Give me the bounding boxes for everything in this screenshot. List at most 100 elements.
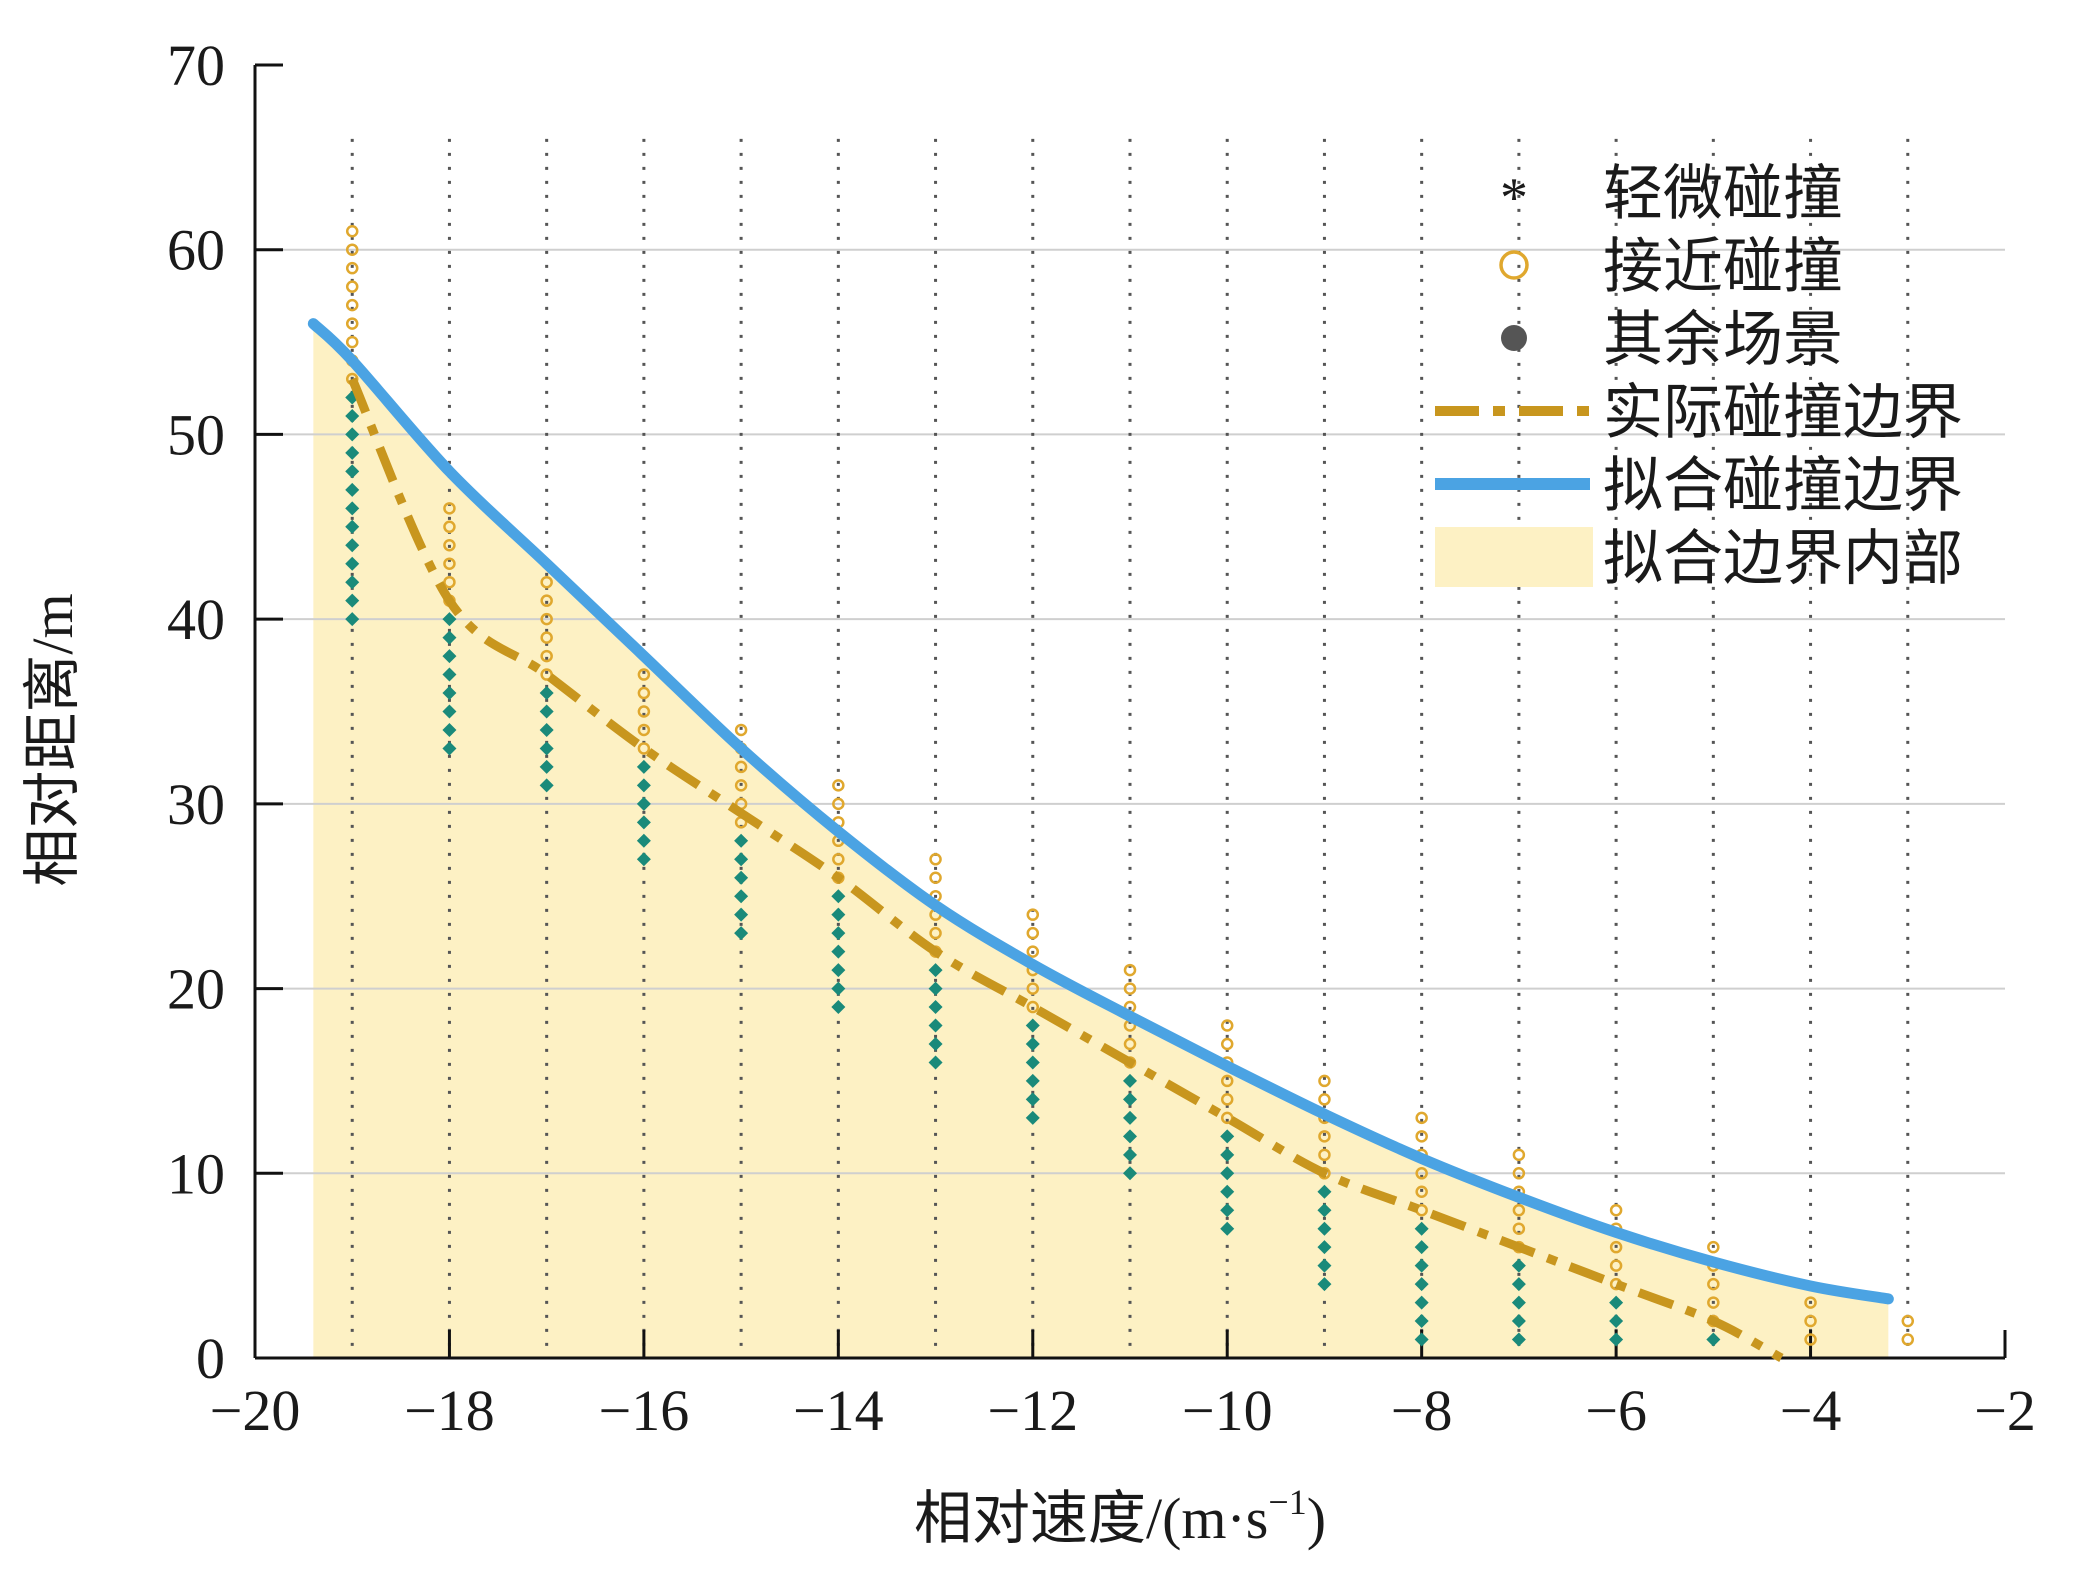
near-collision-marker	[540, 575, 553, 589]
near-collision-marker	[1026, 926, 1040, 940]
legend-label: 轻微碰撞	[1603, 161, 1843, 227]
minor-collision-marker	[928, 1000, 943, 1015]
minor-collision-marker	[345, 538, 360, 553]
minor-collision-marker	[1511, 1314, 1526, 1329]
near-collision-marker	[832, 797, 845, 811]
near-collision-marker	[443, 502, 456, 515]
minor-collision-marker	[1511, 1332, 1526, 1347]
minor-collision-marker	[1317, 1240, 1332, 1255]
x-tick-label: −4	[1780, 1378, 1842, 1443]
near-collision-marker	[345, 261, 359, 275]
near-collision-marker	[734, 723, 748, 737]
near-collision-marker	[734, 760, 748, 774]
x-axis-label-main: 相对速度/(m·s	[914, 1486, 1268, 1551]
minor-collision-marker	[345, 482, 360, 497]
near-collision-marker	[1512, 1222, 1526, 1235]
minor-collision-marker	[1025, 1110, 1040, 1125]
legend-circle-icon	[1499, 250, 1529, 280]
near-collision-marker	[540, 649, 553, 663]
near-collision-marker	[1123, 982, 1137, 995]
minor-collision-marker	[636, 759, 651, 774]
fill-layer	[313, 323, 1889, 1359]
near-collision-marker	[929, 853, 942, 866]
minor-collision-marker	[734, 907, 749, 922]
near-collision-marker	[443, 557, 456, 570]
x-tick-label: −14	[793, 1378, 884, 1443]
actual-boundary-line	[348, 377, 1784, 1362]
near-collision-marker	[1804, 1296, 1817, 1309]
minor-collision-marker	[345, 612, 360, 627]
minor-collision-marker	[1220, 1184, 1235, 1199]
near-collision-marker	[1220, 1019, 1234, 1032]
legend-area-icon	[1435, 527, 1593, 587]
near-collision-marker	[1512, 1167, 1526, 1180]
minor-collision-marker	[1220, 1203, 1235, 1218]
minor-collision-marker	[1511, 1295, 1526, 1310]
minor-collision-marker	[1609, 1314, 1624, 1329]
y-tick-label: 60	[167, 218, 225, 283]
minor-collision-marker	[1123, 1092, 1137, 1107]
x-tick-label: −18	[404, 1378, 495, 1443]
near-collision-marker	[443, 520, 456, 534]
near-collision-marker	[1901, 1333, 1915, 1346]
near-collision-marker	[1609, 1259, 1623, 1272]
near-collision-marker	[1123, 963, 1137, 977]
y-tick-label: 10	[167, 1141, 225, 1206]
minor-collision-marker	[1414, 1332, 1429, 1347]
lines-layer	[307, 318, 1894, 1362]
near-collision-marker	[1318, 1093, 1331, 1106]
minor-collision-marker	[1317, 1221, 1332, 1236]
near-collision-marker	[1318, 1148, 1331, 1162]
x-tick-label: −6	[1585, 1378, 1647, 1443]
minor-collision-marker	[1511, 1258, 1526, 1273]
minor-collision-marker	[1317, 1258, 1332, 1273]
minor-collision-marker	[734, 889, 749, 904]
near-collision-marker	[637, 723, 651, 737]
near-collision-marker	[1804, 1333, 1817, 1346]
near-collision-marker	[443, 539, 456, 552]
minor-collision-marker	[1220, 1129, 1235, 1144]
near-collision-marker	[1609, 1203, 1623, 1217]
minor-collision-marker	[831, 1000, 846, 1015]
minor-collision-marker	[636, 852, 651, 867]
minor-collision-marker	[539, 722, 554, 737]
near-collision-marker	[345, 317, 359, 330]
minor-collision-marker	[734, 870, 749, 885]
minor-collision-marker	[636, 815, 651, 830]
minor-collision-marker	[734, 926, 749, 941]
minor-collision-marker	[1123, 1110, 1137, 1125]
legend-asterisk-icon: *	[1500, 167, 1528, 229]
minor-collision-marker	[1706, 1332, 1721, 1347]
near-collision-marker	[1707, 1240, 1720, 1254]
x-tick-label: −8	[1391, 1378, 1453, 1443]
minor-collision-marker	[1123, 1073, 1137, 1088]
near-collision-marker	[832, 779, 845, 792]
legend-label: 接近碰撞	[1603, 234, 1843, 300]
y-tick-label: 0	[196, 1326, 225, 1391]
minor-collision-marker	[1025, 1092, 1040, 1107]
y-tick-label: 30	[167, 772, 225, 837]
legend-dot-icon	[1501, 325, 1527, 351]
minor-collision-marker	[1414, 1258, 1429, 1273]
x-tick-label: −10	[1182, 1378, 1273, 1443]
near-collision-marker	[929, 926, 942, 940]
minor-collision-marker	[442, 741, 457, 756]
near-collision-marker	[832, 853, 845, 866]
minor-collision-marker	[1220, 1147, 1235, 1162]
y-axis-label: 相对距离/m	[20, 593, 85, 886]
fit-region-fill	[313, 323, 1889, 1359]
minor-collision-marker	[1123, 1129, 1137, 1144]
near-collision-marker	[540, 631, 553, 644]
minor-collision-marker	[1414, 1314, 1429, 1329]
near-collision-marker	[1318, 1130, 1331, 1143]
minor-collision-marker	[442, 722, 457, 737]
minor-collision-marker	[1123, 1166, 1137, 1181]
minor-collision-marker	[345, 427, 360, 442]
fitted-boundary-line	[307, 318, 1894, 1305]
minor-collision-marker	[1025, 1018, 1040, 1033]
minor-collision-marker	[734, 852, 749, 867]
near-collision-marker	[540, 594, 553, 607]
near-collision-marker	[637, 686, 651, 700]
minor-collision-marker	[1025, 1055, 1040, 1070]
